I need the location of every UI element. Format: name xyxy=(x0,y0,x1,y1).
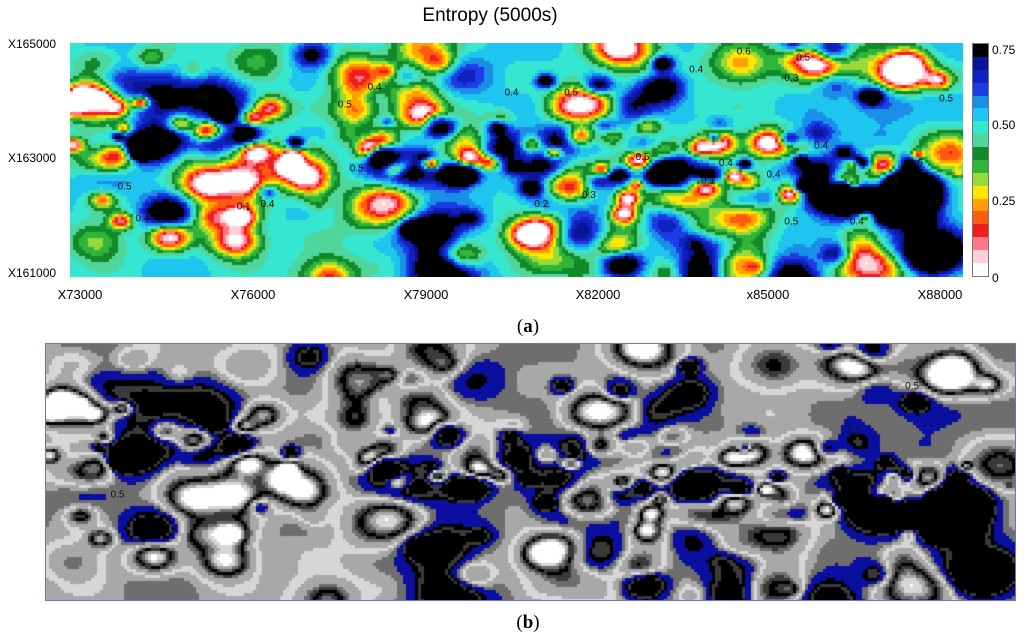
colorbar-swatch xyxy=(973,185,988,199)
colorbar-swatch xyxy=(973,237,988,250)
contour-label: 0.1 xyxy=(701,175,715,186)
x-tick-label: x85000 xyxy=(746,287,790,302)
x-tick-label: X73000 xyxy=(57,287,103,302)
colorbar-swatch xyxy=(973,211,988,225)
contour-label: 0.4 xyxy=(261,199,275,210)
colorbar-tick-label: 0.50 xyxy=(992,118,1016,132)
colorbar-swatch xyxy=(973,224,988,238)
contour-label: 0.5 xyxy=(636,152,650,163)
colorbar-swatch xyxy=(973,56,988,70)
contour-label: 0.5 xyxy=(909,158,923,169)
contour-label: 0.5 xyxy=(796,53,810,64)
x-tick-label: X82000 xyxy=(575,287,621,302)
contour-label: 0.5 xyxy=(350,164,364,175)
contour-label: 0.3 xyxy=(784,73,798,84)
entropy-heatmap-a: 0.4 0.5 0.5 0.1 0.4 0.5 0.4 0.5 0.4 0.5 0.4 0.2 0.3 0… xyxy=(70,43,963,277)
contour-label: 0.5 xyxy=(939,94,953,105)
contour-label: 0.4 xyxy=(546,137,560,148)
contour-label: 0.5 xyxy=(118,181,132,192)
contour-label: 0.4 xyxy=(135,213,149,224)
contour-label: 0.4 xyxy=(368,82,382,93)
x-tick-label: X88000 xyxy=(917,287,963,302)
colorbar-swatch xyxy=(973,134,988,147)
y-tick-label: X161000 xyxy=(8,266,57,280)
contour-label: 0.5 xyxy=(905,381,919,392)
colorbar-swatch xyxy=(973,262,988,276)
x-tick-label: X76000 xyxy=(230,287,276,302)
contour-label: 0.2 xyxy=(534,199,548,210)
contour-label: 0.5 xyxy=(338,99,352,110)
y-tick-label: X165000 xyxy=(8,37,57,51)
colorbar-swatch xyxy=(973,147,988,160)
colorbar-swatch xyxy=(973,198,988,212)
contour-label: 0.5 xyxy=(564,88,578,99)
contour-label: 0.5 xyxy=(784,216,798,227)
colorbar-tick-label: 0 xyxy=(992,271,999,285)
colorbar-swatch xyxy=(973,121,988,135)
colorbar-swatch xyxy=(973,44,988,57)
heatmap-canvas-a xyxy=(70,43,963,277)
colorbar-swatch xyxy=(973,69,988,83)
contour-label: 0.5 xyxy=(111,490,125,501)
contour-label: 0.1 xyxy=(237,202,251,213)
colorbar-swatch xyxy=(973,250,988,263)
chart-title: Entropy (5000s) xyxy=(422,5,558,26)
y-tick-label: X163000 xyxy=(8,151,57,165)
contour-label: 0.4 xyxy=(814,140,828,151)
colorbar-tick-label: 0.75 xyxy=(992,43,1016,57)
colorbar-swatch xyxy=(973,159,988,173)
colorbar-tick-label: 0.25 xyxy=(992,194,1016,208)
heatmap-canvas-b xyxy=(46,344,1015,600)
contour-label: 0.6 xyxy=(737,47,751,58)
colorbar xyxy=(972,43,989,277)
contour-label: 0.5 xyxy=(927,199,941,210)
panel-label-a: (a) xyxy=(516,316,540,337)
colorbar-swatch xyxy=(973,172,988,186)
colorbar-swatch xyxy=(973,95,988,109)
contour-label: 0.4 xyxy=(505,88,519,99)
colorbar-swatch xyxy=(973,108,988,122)
entropy-heatmap-b: 0.5 0.5 0.5 xyxy=(45,343,1016,601)
colorbar-swatch xyxy=(973,82,988,96)
contour-label: 0.4 xyxy=(886,175,900,186)
contour-label: 0.5 xyxy=(847,426,861,437)
x-tick-label: X79000 xyxy=(403,287,449,302)
contour-labels-a: 0.4 0.5 0.5 0.1 0.4 0.5 0.4 0.5 0.4 0.5 0.4 0.2 0.3 0… xyxy=(118,47,954,228)
contour-label: 0.4 xyxy=(850,216,864,227)
contour-label: 0.4 xyxy=(719,158,733,169)
contour-label: 0.4 xyxy=(689,64,703,75)
contour-label: 0.5 xyxy=(195,94,209,105)
contour-labels-b: 0.5 0.5 0.5 xyxy=(111,381,920,501)
panel-label-b: (b) xyxy=(516,612,540,633)
contour-label: 0.4 xyxy=(767,170,781,181)
contour-label: 0.3 xyxy=(582,190,596,201)
